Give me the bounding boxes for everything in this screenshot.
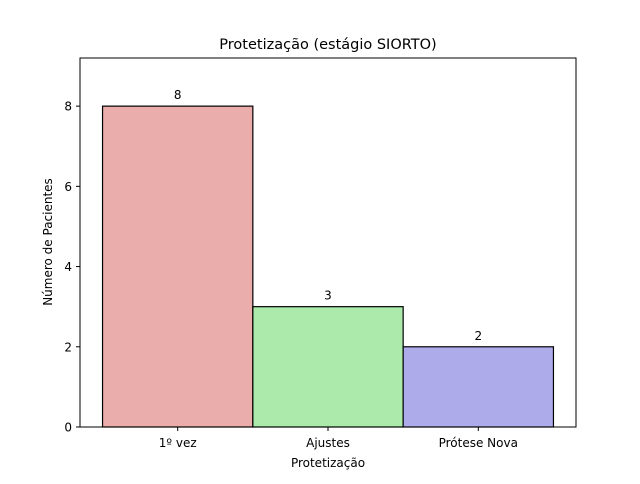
data-labels-group: 8 3 2 xyxy=(174,88,482,343)
x-tick-label: 1º vez xyxy=(159,436,197,450)
plot-frame xyxy=(79,57,577,428)
x-tick-label: Prótese Nova xyxy=(439,436,518,450)
y-axis-label: Número de Pacientes xyxy=(41,178,55,306)
x-axis-label: Protetização xyxy=(291,456,365,470)
bars-group xyxy=(101,105,555,428)
y-tick-label: 4 xyxy=(64,260,72,274)
data-label: 3 xyxy=(324,289,332,303)
y-tick-label: 8 xyxy=(64,100,72,114)
data-label: 8 xyxy=(174,88,182,102)
bar-1 xyxy=(252,306,404,428)
y-tick-label: 6 xyxy=(64,180,72,194)
chart-title: Protetização (estágio SIORTO) xyxy=(219,37,436,53)
y-tick-label: 2 xyxy=(64,340,72,354)
data-label: 2 xyxy=(474,329,482,343)
x-axis-ticks: 1º vez Ajustes Prótese Nova xyxy=(159,427,518,450)
x-tick-label: Ajustes xyxy=(306,436,350,450)
bar-0 xyxy=(101,105,254,428)
bar-2 xyxy=(402,346,555,428)
y-axis-ticks: 0 2 4 6 8 xyxy=(64,100,80,435)
y-tick-label: 0 xyxy=(64,421,72,435)
